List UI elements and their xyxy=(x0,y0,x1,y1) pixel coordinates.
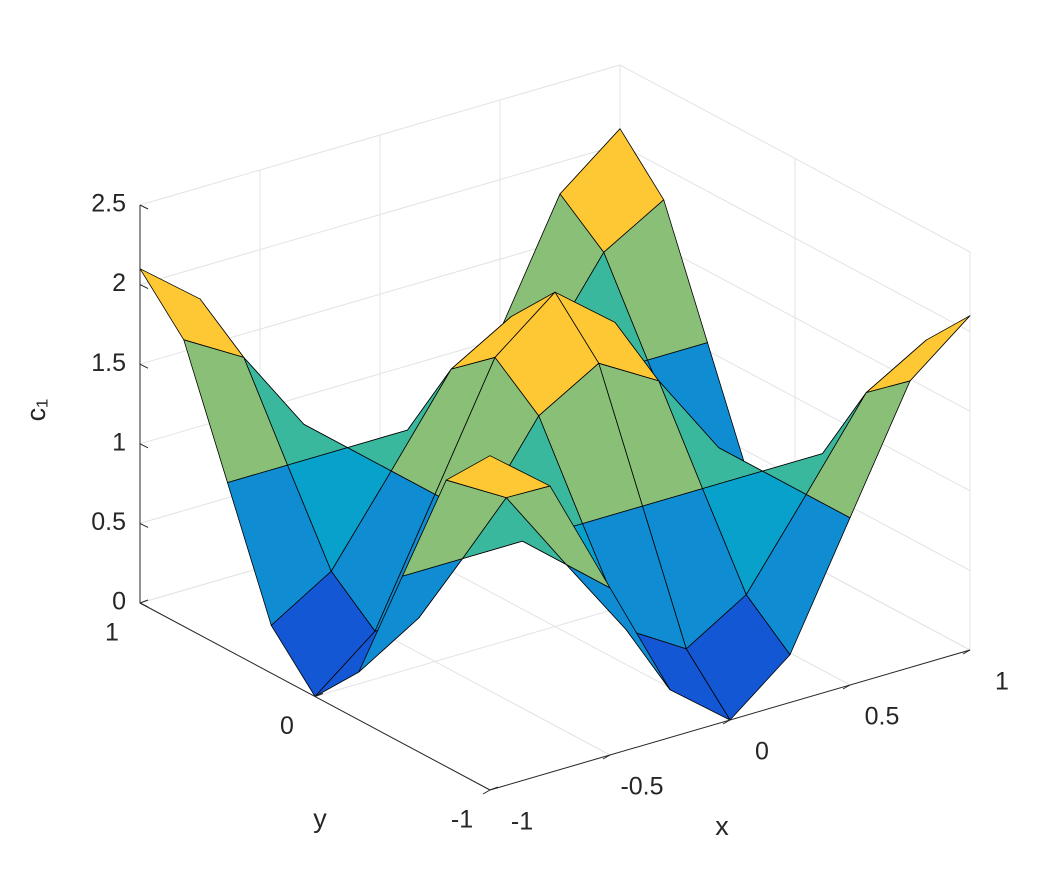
z-tick-label: 2.5 xyxy=(91,190,126,218)
z-tick-label: 2 xyxy=(112,269,126,297)
z-tick-label: 0.5 xyxy=(91,508,126,536)
x-tick xyxy=(842,684,851,690)
y-tick-label: 0 xyxy=(280,712,294,740)
y-tick xyxy=(314,693,324,697)
z-tick-label: 1.5 xyxy=(91,349,126,377)
z-tick xyxy=(139,522,149,528)
grid-line xyxy=(619,64,971,253)
x-tick-label: 0.5 xyxy=(865,703,900,731)
y-tick-label: 1 xyxy=(105,619,119,647)
grid-line xyxy=(139,64,621,206)
x-tick xyxy=(482,789,491,795)
z-tick xyxy=(139,363,149,369)
z-tick xyxy=(139,204,149,210)
x-tick-label: -0.5 xyxy=(620,773,663,801)
y-tick xyxy=(489,786,499,791)
x-tick-label: 1 xyxy=(995,668,1009,696)
x-tick xyxy=(722,719,731,725)
surface-patch xyxy=(805,380,911,519)
z-tick xyxy=(139,284,149,290)
x-tick-label: -1 xyxy=(511,808,533,836)
y-axis-label: y xyxy=(313,804,327,834)
x-tick xyxy=(962,649,971,655)
grid-line xyxy=(139,144,621,286)
y-tick xyxy=(139,599,149,604)
x-tick xyxy=(602,754,611,760)
grid-line xyxy=(619,144,971,333)
x-axis-label: x xyxy=(715,811,729,841)
z-tick-label: 0 xyxy=(112,588,126,616)
z-tick xyxy=(139,602,149,608)
surface-patch xyxy=(865,315,971,393)
x-tick-label: 0 xyxy=(755,738,769,766)
z-axis-label: c₁ xyxy=(21,399,51,422)
y-tick-label: -1 xyxy=(451,806,473,834)
z-tick-label: 1 xyxy=(112,428,126,456)
surface-patch xyxy=(445,455,551,498)
axes-foreground: -1 -0.5 0 0.5 1 -1 0 1 0 0.5 1 1.5 2 2.5 x y c₁ xyxy=(21,190,1009,842)
z-tick xyxy=(139,443,149,449)
surface xyxy=(139,128,971,721)
